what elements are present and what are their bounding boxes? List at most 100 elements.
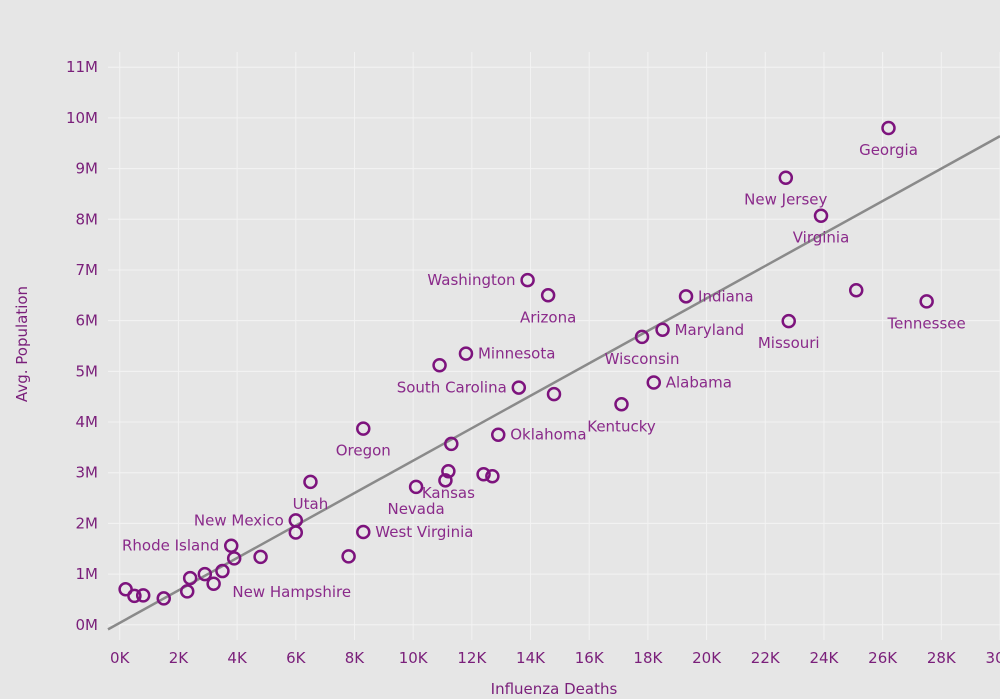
data-point[interactable]	[197, 566, 213, 582]
y-tick-label: 5M	[76, 362, 99, 380]
point-label: Missouri	[758, 334, 820, 352]
x-tick-label: 30K	[986, 649, 1000, 667]
point-label: Nevada	[387, 500, 444, 518]
data-point[interactable]	[215, 563, 230, 579]
y-tick-label: 1M	[76, 565, 99, 583]
data-points	[118, 120, 934, 606]
data-point[interactable]	[634, 329, 650, 345]
data-point[interactable]	[438, 473, 453, 488]
point-label: New Hampshire	[232, 583, 351, 601]
point-label: Indiana	[698, 287, 754, 305]
y-tick-label: 4M	[76, 413, 99, 431]
point-label: New Mexico	[194, 511, 284, 529]
point-label: Maryland	[675, 321, 745, 339]
point-label: Kansas	[422, 484, 475, 502]
point-label: New Jersey	[744, 191, 827, 209]
y-axis-ticks: 0M 1M 2M 3M 4M 5M 6M 7M 8M 9M 10M 11M	[66, 58, 98, 634]
data-point[interactable]	[678, 289, 694, 304]
data-point[interactable]	[226, 551, 242, 566]
x-tick-label: 2K	[169, 649, 190, 667]
data-point[interactable]	[441, 463, 456, 479]
data-point[interactable]	[881, 120, 896, 136]
data-point[interactable]	[485, 469, 500, 484]
data-point[interactable]	[303, 474, 318, 490]
x-tick-label: 4K	[227, 649, 248, 667]
x-tick-label: 16K	[575, 649, 605, 667]
point-label: Georgia	[859, 141, 918, 159]
data-point[interactable]	[919, 294, 934, 309]
point-label: Minnesota	[478, 345, 555, 363]
point-label: West Virginia	[375, 523, 473, 541]
data-point[interactable]	[491, 427, 506, 442]
y-tick-label: 9M	[76, 160, 99, 178]
point-label: Oklahoma	[510, 426, 586, 444]
x-axis-ticks: 0K 2K 4K 6K 8K 10K 12K 14K 16K 18K 20K 22K 24K 26K 28K…	[110, 649, 1000, 667]
data-point[interactable]	[206, 576, 221, 591]
x-tick-label: 20K	[692, 649, 722, 667]
data-point[interactable]	[179, 584, 195, 599]
point-labels: Georgia New Jersey Virginia Tennessee Indian…	[122, 141, 966, 601]
data-point[interactable]	[288, 525, 304, 540]
data-point[interactable]	[356, 421, 371, 436]
data-point[interactable]	[655, 322, 670, 338]
data-point[interactable]	[135, 588, 151, 603]
point-label: Utah	[293, 495, 329, 513]
y-tick-label: 7M	[76, 261, 99, 279]
x-tick-label: 0K	[110, 649, 131, 667]
y-tick-label: 6M	[76, 312, 99, 330]
data-point[interactable]	[341, 549, 356, 564]
data-point[interactable]	[408, 479, 424, 495]
data-point[interactable]	[356, 524, 371, 540]
x-tick-label: 12K	[457, 649, 487, 667]
point-label: Alabama	[666, 373, 732, 391]
data-point[interactable]	[778, 170, 794, 185]
point-label: Wisconsin	[605, 350, 680, 368]
data-point[interactable]	[614, 397, 629, 412]
y-tick-label: 8M	[76, 210, 99, 228]
data-point[interactable]	[511, 380, 527, 395]
y-axis-title: Avg. Population	[13, 286, 31, 402]
data-point[interactable]	[253, 549, 268, 565]
point-label: South Carolina	[397, 379, 507, 397]
data-point[interactable]	[156, 591, 171, 606]
x-tick-label: 10K	[399, 649, 429, 667]
data-point[interactable]	[458, 346, 474, 361]
grid-lines	[108, 52, 1000, 640]
y-tick-label: 2M	[76, 514, 99, 532]
data-point[interactable]	[546, 386, 562, 402]
x-tick-label: 8K	[345, 649, 366, 667]
data-point[interactable]	[118, 582, 133, 597]
point-label: Rhode Island	[122, 537, 219, 555]
x-tick-label: 14K	[516, 649, 546, 667]
trend-line-group	[107, 135, 1000, 631]
y-tick-label: 0M	[76, 616, 99, 634]
data-point[interactable]	[848, 282, 864, 298]
trend-line	[107, 135, 1000, 631]
x-tick-label: 28K	[927, 649, 957, 667]
data-point[interactable]	[520, 272, 535, 288]
x-tick-label: 6K	[286, 649, 307, 667]
data-point[interactable]	[444, 436, 459, 452]
data-point[interactable]	[540, 288, 556, 303]
x-tick-label: 24K	[809, 649, 839, 667]
data-point[interactable]	[223, 538, 239, 553]
point-label: Washington	[427, 271, 515, 289]
point-label: Virginia	[793, 229, 850, 247]
y-tick-label: 10M	[66, 109, 98, 127]
data-point[interactable]	[813, 208, 829, 223]
data-point[interactable]	[182, 570, 198, 586]
point-label: Kentucky	[587, 417, 656, 435]
x-tick-label: 22K	[751, 649, 781, 667]
x-tick-label: 26K	[868, 649, 898, 667]
data-point[interactable]	[646, 375, 662, 390]
point-label: Arizona	[520, 308, 576, 326]
point-label: Oregon	[336, 442, 391, 460]
y-tick-label: 11M	[66, 58, 98, 76]
x-tick-label: 18K	[633, 649, 663, 667]
data-point[interactable]	[432, 358, 447, 373]
data-point[interactable]	[476, 466, 491, 482]
x-axis-title: Influenza Deaths	[491, 680, 618, 698]
data-point[interactable]	[781, 313, 796, 329]
point-label: Tennessee	[887, 314, 966, 332]
